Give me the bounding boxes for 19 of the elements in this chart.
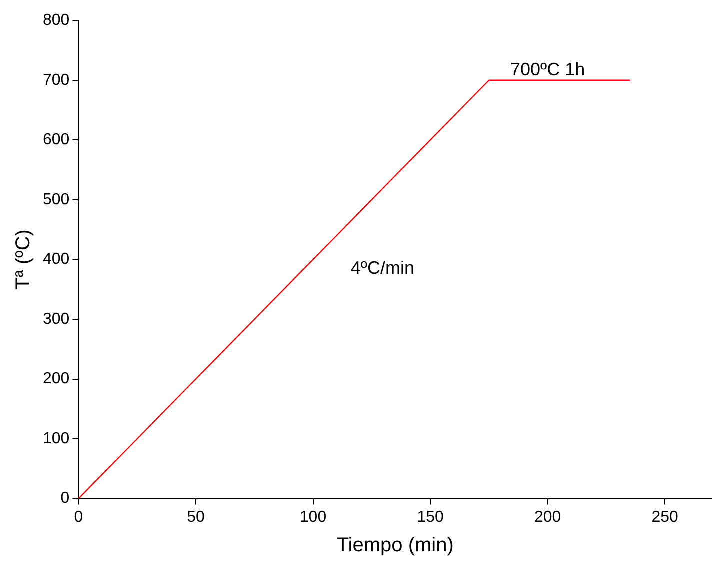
y-tick-label: 100 — [42, 430, 70, 448]
x-tick-label: 150 — [417, 508, 444, 526]
annotation: 700ºC 1h — [510, 59, 586, 80]
x-tick-label: 0 — [74, 508, 84, 526]
y-tick-label: 0 — [60, 490, 70, 508]
x-tick-label: 50 — [187, 508, 205, 526]
x-tick-label: 200 — [534, 508, 562, 526]
y-tick-label: 400 — [42, 251, 70, 268]
y-tick-label: 800 — [42, 12, 70, 30]
x-axis-title: Tiempo (min) — [336, 534, 454, 557]
y-tick-label: 600 — [42, 132, 70, 149]
y-tick-label: 300 — [42, 310, 70, 328]
x-tick-label: 100 — [300, 508, 327, 526]
y-tick-label: 500 — [42, 191, 70, 208]
y-tick-label: 700 — [42, 72, 70, 89]
y-axis-title: Tª (ºC) — [12, 230, 35, 290]
x-tick-label: 250 — [652, 508, 679, 526]
annotation: 4ºC/min — [350, 258, 414, 278]
y-tick-label: 200 — [42, 370, 70, 388]
